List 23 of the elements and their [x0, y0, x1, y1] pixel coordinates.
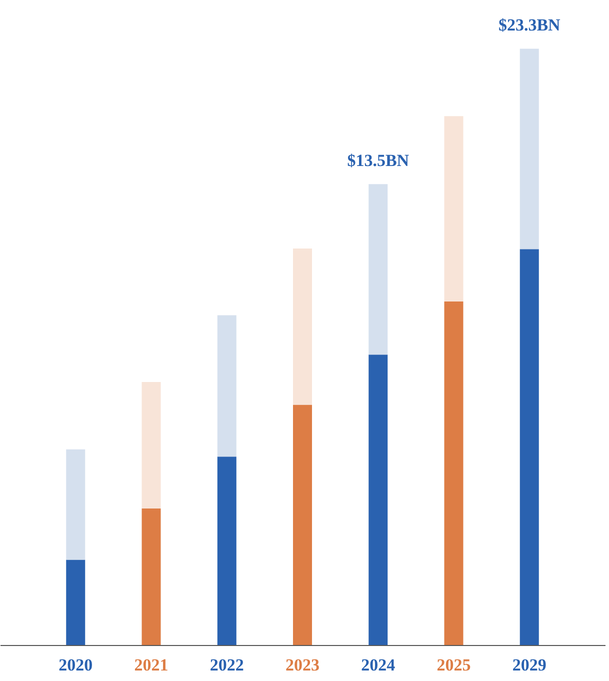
bar	[520, 48, 539, 250]
bar	[217, 456, 236, 645]
x-tick-label: 2025	[436, 656, 471, 674]
bar	[293, 248, 312, 405]
bar	[368, 354, 388, 645]
bar	[66, 449, 86, 560]
x-tick-label: 2024	[361, 656, 396, 674]
bar	[444, 302, 464, 645]
x-tick-label: 2020	[58, 656, 93, 674]
bar	[520, 249, 539, 645]
bar	[142, 508, 161, 645]
bar	[293, 404, 312, 645]
bar	[142, 382, 161, 508]
annotation: $23.3BN	[498, 16, 562, 35]
x-tick-label: 2021	[134, 656, 168, 674]
bar	[217, 315, 236, 457]
x-tick-label: 2029	[512, 656, 546, 674]
x-tick-label: 2022	[210, 656, 244, 674]
bar	[368, 184, 388, 355]
bar	[66, 560, 86, 645]
bar	[444, 116, 464, 302]
annotation: $13.5BN	[347, 151, 410, 170]
x-tick-label: 2023	[286, 656, 320, 674]
